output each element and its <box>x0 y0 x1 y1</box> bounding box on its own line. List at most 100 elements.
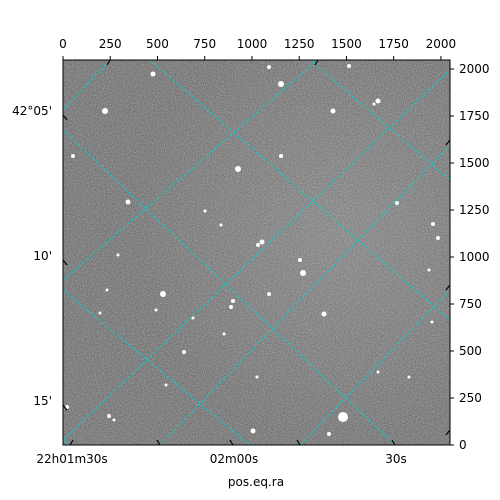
plot-area <box>63 60 450 445</box>
world-tick-7 <box>391 439 396 446</box>
world-tick-6 <box>296 439 301 446</box>
star-12 <box>219 223 223 227</box>
star-22 <box>321 311 327 317</box>
grid-line-7 <box>63 129 396 445</box>
star-16 <box>300 270 306 276</box>
y-tick-label-6: 1500 <box>459 156 490 170</box>
star-5 <box>375 98 381 104</box>
star-9 <box>235 166 241 172</box>
sky-image-glow <box>63 60 450 445</box>
star-28 <box>250 428 256 434</box>
world-tick-9 <box>445 284 451 291</box>
x-tick-label-4: 1000 <box>237 37 268 51</box>
ra-tick-label-1: 22h01m30s <box>36 452 107 466</box>
x-axis-top: 0 250 500 750 1000 1250 1500 1750 2000 <box>59 37 456 60</box>
y-axis-right: 0 250 500 750 1000 1250 1500 1750 2000 <box>450 62 490 452</box>
star-23 <box>191 316 195 320</box>
world-tick-12 <box>314 59 319 66</box>
star-21 <box>267 292 271 296</box>
x-tick-label-3: 750 <box>193 37 216 51</box>
star-32 <box>164 383 168 387</box>
y-tick-label-1: 250 <box>459 391 482 405</box>
star-3 <box>278 81 284 87</box>
grid-line-1 <box>63 60 319 281</box>
star-19 <box>231 299 235 303</box>
y-tick-label-3: 750 <box>459 297 482 311</box>
y-tick-label-8: 2000 <box>459 62 490 76</box>
plot-frame <box>62 59 451 446</box>
star-41 <box>98 311 102 315</box>
star-42 <box>105 288 109 292</box>
star-2 <box>267 65 271 69</box>
star-1 <box>150 71 156 77</box>
x-tick-label-5: 1250 <box>284 37 315 51</box>
x-tick-label-2: 500 <box>146 37 169 51</box>
star-36 <box>395 201 399 205</box>
world-tick-2 <box>62 404 68 411</box>
x-tick-label-8: 2000 <box>426 37 457 51</box>
x-tick-label-1: 250 <box>99 37 122 51</box>
coordinate-grid <box>63 60 450 445</box>
world-tick-11 <box>106 59 111 66</box>
star-0 <box>102 108 108 114</box>
star-20 <box>229 305 233 309</box>
star-39 <box>427 268 431 272</box>
y-tick-label-0: 0 <box>459 438 467 452</box>
star-44 <box>372 102 376 106</box>
grid-line-5 <box>63 439 69 445</box>
star-26 <box>182 350 186 354</box>
star-29 <box>327 432 331 436</box>
star-11 <box>203 209 207 213</box>
grid-line-8 <box>149 60 450 321</box>
grid-line-2 <box>63 69 450 441</box>
star-40 <box>430 320 434 324</box>
world-tick-4 <box>156 439 161 446</box>
ra-tick-label-2: 02m00s <box>210 452 258 466</box>
star-17 <box>298 258 302 262</box>
star-35 <box>407 375 411 379</box>
star-18 <box>160 291 166 297</box>
world-tick-3 <box>69 439 74 446</box>
star-30 <box>107 414 111 418</box>
x-tick-label-7: 1750 <box>378 37 409 51</box>
world-tick-8 <box>445 139 451 146</box>
stars-layer <box>65 64 440 436</box>
dec-tick-label-2: 10' <box>33 249 52 263</box>
grid-line-9 <box>309 60 450 181</box>
y-tick-label-2: 500 <box>459 344 482 358</box>
star-7 <box>71 154 75 158</box>
x-tick-label-0: 0 <box>59 37 67 51</box>
star-31 <box>112 418 116 422</box>
y-tick-label-7: 1750 <box>459 109 490 123</box>
star-38 <box>436 236 440 240</box>
grid-line-0 <box>63 60 111 111</box>
grid-line-6 <box>63 289 251 445</box>
star-14 <box>256 243 260 247</box>
star-10 <box>279 154 283 158</box>
y-tick-label-5: 1250 <box>459 203 490 217</box>
star-13 <box>259 239 265 245</box>
star-25 <box>222 332 226 336</box>
star-24 <box>154 308 158 312</box>
world-tick-0 <box>62 114 68 121</box>
star-37 <box>431 222 435 226</box>
star-6 <box>347 64 351 68</box>
star-33 <box>255 375 259 379</box>
ra-tick-label-3: 30s <box>385 452 407 466</box>
x-axis-title: pos.eq.ra <box>228 475 284 489</box>
dec-tick-label-3: 15' <box>33 394 52 408</box>
grid-line-4 <box>299 289 450 445</box>
world-tick-10 <box>445 429 451 436</box>
grid-line-3 <box>159 144 450 445</box>
world-axis-ticks <box>62 59 451 446</box>
x-tick-label-6: 1500 <box>331 37 362 51</box>
dec-tick-label-1: 42°05' <box>12 104 52 118</box>
star-27 <box>338 412 348 422</box>
y-tick-label-4: 1000 <box>459 250 490 264</box>
star-4 <box>330 108 336 114</box>
world-tick-1 <box>62 259 68 266</box>
star-8 <box>125 199 131 205</box>
star-15 <box>116 253 120 257</box>
world-tick-5 <box>229 439 234 446</box>
